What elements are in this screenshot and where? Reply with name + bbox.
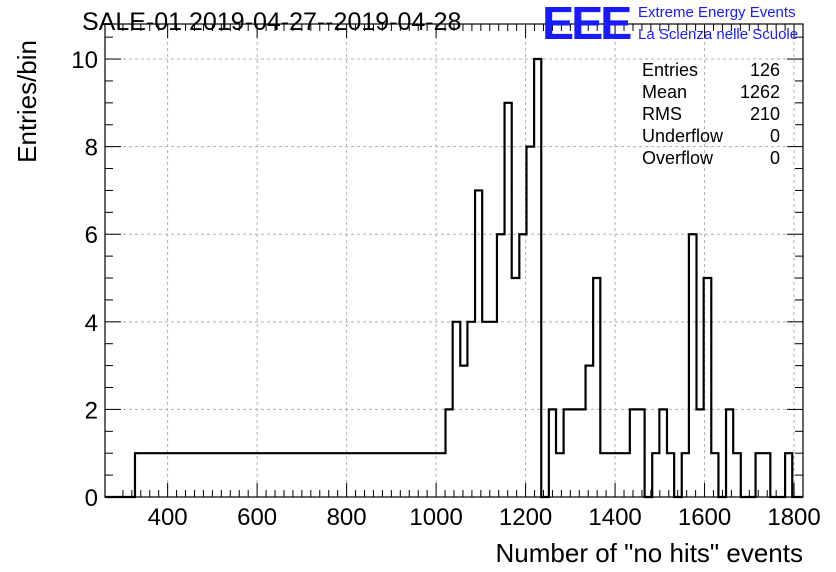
stat-row-rms: RMS 210 (642, 103, 780, 125)
stat-value: 210 (749, 104, 780, 124)
y-tick-label: 6 (85, 222, 98, 249)
histogram-bin (733, 453, 741, 497)
x-tick-label: 600 (237, 504, 277, 531)
eee-logo-mark: EEE (542, 0, 632, 49)
stat-row-mean: Mean 1262 (642, 81, 780, 103)
x-tick-label: 800 (327, 504, 367, 531)
stat-row-entries: Entries 126 (642, 59, 780, 81)
histogram-bin (586, 366, 594, 497)
chart-title: SALE-01 2019-04-27--2019-04-28 (82, 8, 462, 36)
logo-line-2: La Scienza nelle Scuole (638, 26, 799, 43)
stat-label: Entries (642, 60, 699, 80)
stat-value: 0 (769, 126, 780, 146)
histogram-bin (630, 409, 645, 497)
histogram-bin (438, 453, 446, 497)
stat-label: Overflow (642, 148, 714, 168)
x-tick-label: 1200 (499, 504, 552, 531)
stat-value: 0 (769, 148, 780, 168)
x-tick-labels: 400 600 800 1000 1200 1400 1600 1800 (148, 504, 821, 531)
stat-row-overflow: Overflow 0 (642, 147, 780, 169)
stats-box: Entries 126 Mean 1262 RMS 210 Underflow … (642, 59, 780, 169)
histogram-bin (526, 147, 534, 497)
y-tick-label: 2 (85, 397, 98, 424)
x-axis-label: Number of "no hits" events (496, 538, 804, 568)
y-axis-label: Entries/bin (12, 40, 42, 163)
histogram-bin (697, 409, 704, 497)
histogram-bin (482, 322, 497, 497)
histogram-bin (659, 409, 667, 497)
stat-row-underflow: Underflow 0 (642, 125, 780, 147)
histogram-bin (460, 366, 467, 497)
logo-line-1: Extreme Energy Events (638, 4, 796, 21)
y-tick-labels: 0 2 4 6 8 10 (71, 47, 98, 512)
histogram-bin (564, 409, 586, 497)
x-tick-label: 1600 (678, 504, 731, 531)
histogram-bin (512, 278, 520, 497)
histogram-bin (467, 322, 475, 497)
histogram-bin (250, 453, 257, 497)
histogram-bin (689, 234, 697, 497)
stat-value: 1262 (739, 82, 780, 102)
x-tick-label: 1400 (588, 504, 641, 531)
axis-ticks (105, 24, 803, 498)
y-tick-label: 8 (85, 135, 98, 162)
histogram-bin (453, 322, 461, 497)
x-tick-label: 1000 (409, 504, 462, 531)
histogram-bin (556, 453, 564, 497)
stat-label: Mean (642, 82, 688, 102)
histogram-outline (105, 57, 803, 499)
x-tick-label: 1800 (767, 504, 820, 531)
y-tick-label: 10 (71, 47, 98, 74)
y-tick-label: 0 (85, 485, 98, 512)
histogram-bin (497, 234, 505, 497)
stat-value: 126 (749, 60, 780, 80)
histogram-bin (704, 278, 712, 497)
stat-label: Underflow (642, 126, 724, 146)
x-tick-label: 400 (148, 504, 188, 531)
stat-label: RMS (642, 104, 682, 124)
y-tick-label: 4 (85, 310, 98, 337)
